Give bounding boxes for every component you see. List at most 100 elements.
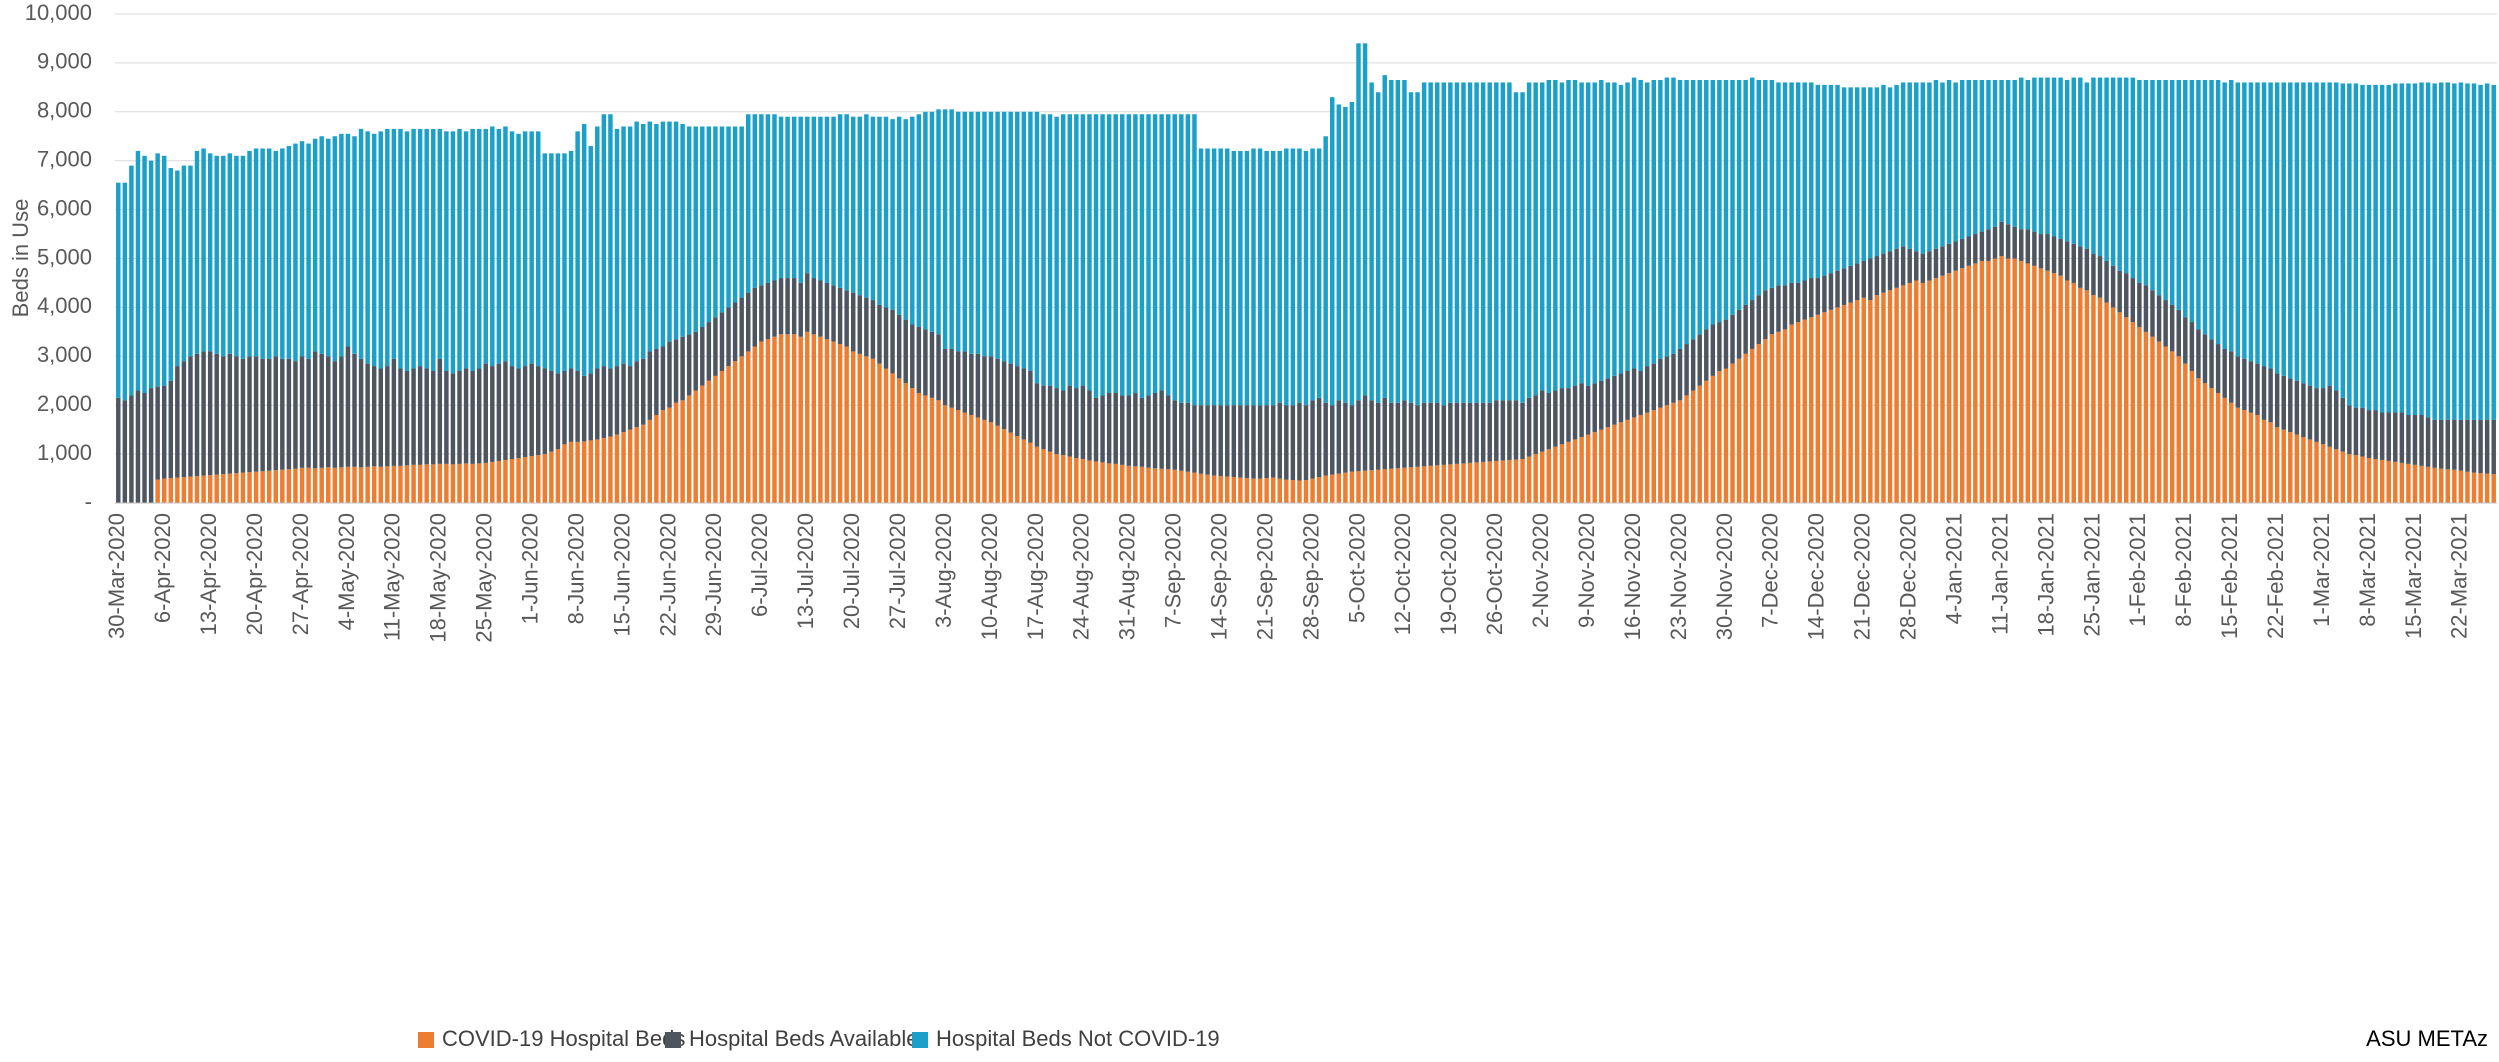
bar-segment xyxy=(1074,114,1079,389)
bar-segment xyxy=(2091,77,2096,254)
bar-segment xyxy=(857,295,863,354)
bar-segment xyxy=(1992,80,1998,227)
bar-segment xyxy=(1743,80,1748,305)
x-tick-label: 9-Nov-2020 xyxy=(1574,513,1599,628)
bar-segment xyxy=(1060,455,1066,503)
bar-segment xyxy=(2242,82,2247,359)
bar-segment xyxy=(975,111,981,354)
bar-segment xyxy=(1244,150,1250,406)
bar-segment xyxy=(1861,297,1866,503)
x-tick-label: 7-Dec-2020 xyxy=(1758,513,1783,628)
bar-segment xyxy=(1513,92,1519,401)
bar-segment xyxy=(385,366,390,467)
bar-segment xyxy=(2025,80,2031,230)
bar-segment xyxy=(175,366,180,478)
bar-segment xyxy=(1205,405,1210,475)
bar-segment xyxy=(1835,84,1840,271)
bar-segment xyxy=(837,114,843,288)
bar-segment xyxy=(1625,419,1630,503)
bar-segment xyxy=(194,150,200,354)
bar-segment xyxy=(1802,319,1807,504)
bar-segment xyxy=(2478,473,2483,503)
bar-segment xyxy=(1900,246,1906,286)
bar-segment xyxy=(2091,253,2096,296)
bar-segment xyxy=(2320,82,2326,389)
bar-segment xyxy=(2025,263,2031,503)
bar-segment xyxy=(1763,80,1768,291)
x-tick-label: 12-Oct-2020 xyxy=(1390,513,1415,635)
bar-segment xyxy=(293,468,298,503)
bar-segment xyxy=(1986,260,1991,503)
bar-segment xyxy=(1343,472,1348,503)
bar-segment xyxy=(2301,436,2306,503)
bar-segment xyxy=(1192,405,1197,473)
bar-segment xyxy=(509,131,515,367)
y-tick-label: - xyxy=(85,489,92,514)
bar-segment xyxy=(910,116,915,325)
bar-segment xyxy=(221,155,226,357)
bar-segment xyxy=(2255,82,2260,364)
bar-segment xyxy=(1697,385,1702,503)
bar-segment xyxy=(700,326,705,386)
bar-segment xyxy=(2471,472,2477,503)
bar-segment xyxy=(2419,465,2424,503)
bar-segment xyxy=(1231,405,1237,478)
bar-segment xyxy=(1198,405,1204,474)
bar-segment xyxy=(654,348,659,415)
bar-segment xyxy=(2399,83,2405,413)
bar-segment xyxy=(1133,466,1138,503)
bar-segment xyxy=(1415,466,1420,503)
bar-segment xyxy=(1795,82,1801,283)
bar-segment xyxy=(1749,77,1755,301)
bar-segment xyxy=(253,471,259,503)
bar-segment xyxy=(693,390,698,503)
bar-segment xyxy=(2268,368,2273,423)
x-tick-label: 28-Sep-2020 xyxy=(1298,513,1323,640)
bar-segment xyxy=(1920,253,1926,283)
bar-segment xyxy=(516,458,521,503)
bar-segment xyxy=(1874,256,1880,296)
bar-segment xyxy=(2169,351,2175,503)
bar-segment xyxy=(890,119,895,310)
bar-segment xyxy=(1047,385,1053,452)
bar-segment xyxy=(923,395,928,503)
bar-segment xyxy=(1034,383,1040,447)
bar-segment xyxy=(811,334,817,503)
bar-segment xyxy=(1362,395,1368,471)
bar-segment xyxy=(1238,477,1243,503)
bar-segment xyxy=(2045,77,2050,235)
bar-segment xyxy=(1730,80,1735,315)
bar-segment xyxy=(1054,454,1059,503)
bar-segment xyxy=(1789,324,1794,503)
bar-segment xyxy=(129,395,134,503)
bar-segment xyxy=(1795,282,1801,323)
bar-segment xyxy=(2399,412,2405,463)
bar-segment xyxy=(312,138,318,352)
bar-segment xyxy=(1362,43,1368,396)
bar-segment xyxy=(1677,80,1683,349)
bar-segment xyxy=(621,126,626,364)
bar-segment xyxy=(1520,458,1525,503)
bar-segment xyxy=(936,109,941,335)
bar-segment xyxy=(942,109,948,349)
bar-segment xyxy=(1146,467,1151,503)
bar-segment xyxy=(2379,412,2385,460)
legend-swatch xyxy=(418,1032,434,1048)
bar-segment xyxy=(568,368,574,442)
bar-segment xyxy=(1277,478,1282,503)
bar-segment xyxy=(1225,405,1230,477)
bar-segment xyxy=(1500,400,1506,461)
bar-segment xyxy=(1270,405,1276,478)
bar-segment xyxy=(1146,114,1151,396)
bar-segment xyxy=(1008,111,1013,364)
x-tick-label: 11-Jan-2021 xyxy=(1987,513,2012,635)
bar-segment xyxy=(1054,388,1059,455)
bar-segment xyxy=(1973,263,1978,503)
bar-segment xyxy=(2248,82,2254,362)
bar-segment xyxy=(1185,471,1191,503)
bar-segment xyxy=(955,410,961,503)
x-tick-label: 30-Nov-2020 xyxy=(1712,513,1737,640)
bar-segment xyxy=(850,292,856,352)
bar-segment xyxy=(929,111,935,332)
bar-segment xyxy=(1435,402,1440,466)
